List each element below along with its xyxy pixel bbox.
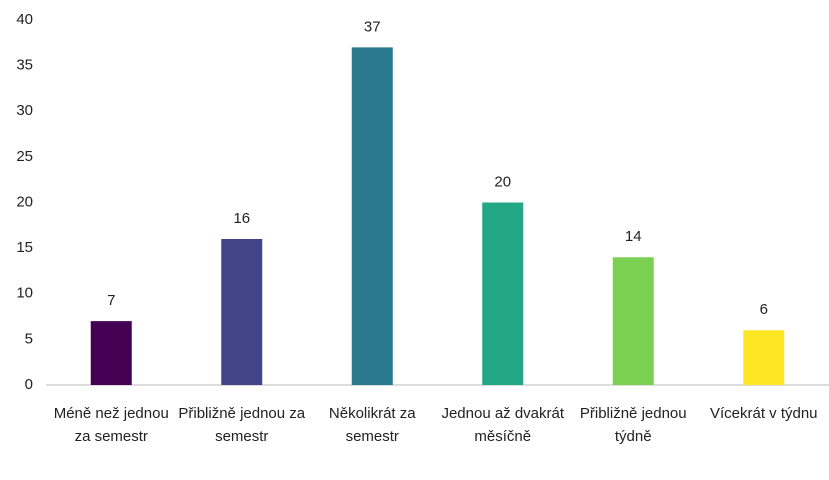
x-tick-label: Několikrát za semestr: [328, 405, 416, 445]
bar: [743, 330, 785, 385]
y-tick-label: 30: [16, 102, 33, 119]
y-tick-label: 0: [25, 376, 33, 393]
bar: [612, 257, 654, 385]
x-tick-label: Vícekrát v týdnu: [709, 405, 818, 422]
x-tick-label: Přibližně jednou za semestr: [178, 405, 306, 445]
bar: [90, 321, 132, 385]
x-tick-label: Přibližně jednou týdně: [579, 405, 687, 445]
data-label: 20: [494, 173, 511, 190]
y-tick-label: 25: [16, 148, 33, 165]
data-label: 37: [364, 18, 381, 35]
y-tick-label: 20: [16, 193, 33, 210]
x-tick-label: Jednou až dvakrát měsíčně: [441, 405, 565, 445]
y-tick-label: 15: [16, 239, 33, 256]
data-label: 14: [625, 228, 642, 245]
bar: [482, 202, 524, 385]
y-tick-label: 5: [25, 330, 33, 347]
x-tick-label: Méně než jednou za semestr: [53, 405, 169, 445]
bar: [221, 239, 263, 385]
data-label: 7: [107, 292, 115, 309]
data-label: 6: [760, 301, 768, 318]
y-tick-label: 10: [16, 285, 33, 302]
y-tick-label: 40: [16, 11, 33, 28]
y-tick-label: 35: [16, 57, 33, 74]
bar: [351, 47, 393, 385]
data-label: 16: [233, 210, 250, 227]
